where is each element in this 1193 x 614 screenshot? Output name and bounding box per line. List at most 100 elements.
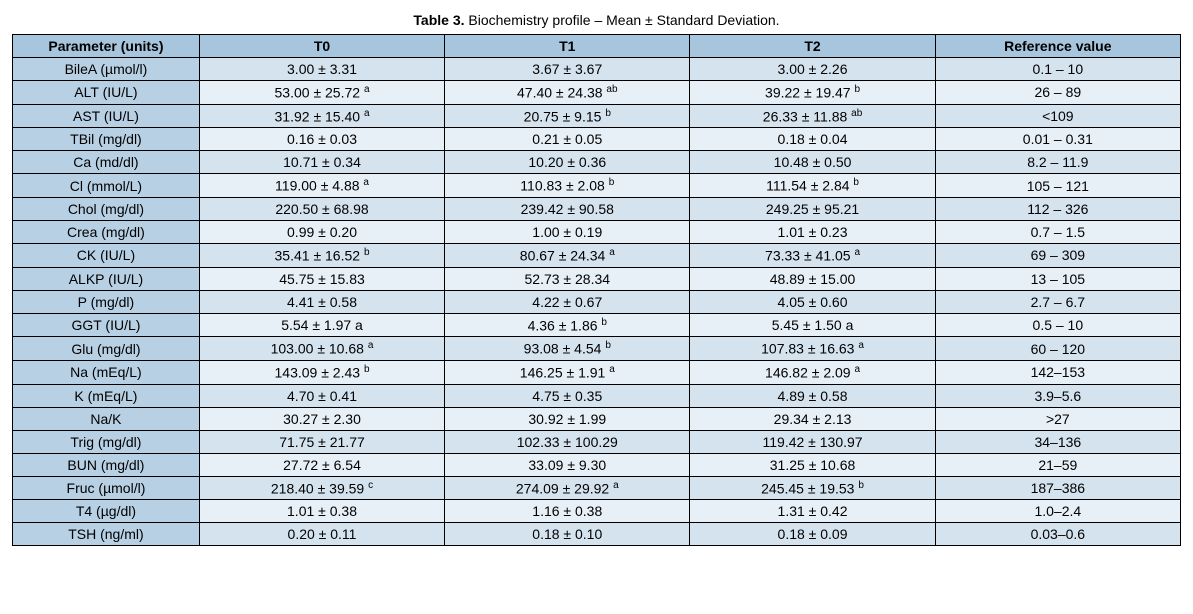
- cell-value: 146.82 ± 2.09: [765, 365, 851, 381]
- cell-value: 1.16 ± 0.38: [532, 503, 602, 519]
- table-cell: T4 (µg/dl): [13, 500, 200, 523]
- table-cell: 1.00 ± 0.19: [445, 220, 690, 243]
- cell-value: 39.22 ± 19.47: [765, 85, 851, 101]
- cell-value: 5.54 ± 1.97 a: [281, 317, 363, 333]
- cell-value: 0.16 ± 0.03: [287, 131, 357, 147]
- cell-value: 4.22 ± 0.67: [532, 294, 602, 310]
- table-cell: 47.40 ± 24.38 ab: [445, 81, 690, 105]
- cell-value: Crea (mg/dl): [67, 224, 145, 240]
- table-cell: 4.22 ± 0.67: [445, 290, 690, 313]
- cell-value: 60 – 120: [1031, 341, 1086, 357]
- table-row: T4 (µg/dl)1.01 ± 0.381.16 ± 0.381.31 ± 0…: [13, 500, 1181, 523]
- cell-value: T4 (µg/dl): [76, 503, 136, 519]
- cell-value: 0.20 ± 0.11: [288, 526, 357, 542]
- cell-value: ALT (IU/L): [74, 84, 137, 100]
- table-row: TSH (ng/ml)0.20 ± 0.110.18 ± 0.100.18 ± …: [13, 523, 1181, 546]
- cell-superscript: c: [368, 480, 373, 491]
- table-cell: 0.7 – 1.5: [935, 220, 1180, 243]
- table-row: AST (IU/L)31.92 ± 15.40 a20.75 ± 9.15 b2…: [13, 104, 1181, 128]
- table-cell: 52.73 ± 28.34: [445, 267, 690, 290]
- table-cell: 53.00 ± 25.72 a: [199, 81, 444, 105]
- cell-value: ALKP (IU/L): [69, 271, 143, 287]
- cell-value: 31.25 ± 10.68: [770, 457, 856, 473]
- table-cell: 4.05 ± 0.60: [690, 290, 935, 313]
- table-cell: 71.75 ± 21.77: [199, 430, 444, 453]
- cell-value: 73.33 ± 41.05: [765, 248, 851, 264]
- cell-value: 218.40 ± 39.59: [271, 480, 364, 496]
- cell-value: Na (mEq/L): [70, 364, 142, 380]
- cell-value: 110.83 ± 2.08: [520, 178, 605, 194]
- table-cell: 0.99 ± 0.20: [199, 220, 444, 243]
- table-cell: 0.18 ± 0.04: [690, 128, 935, 151]
- table-row: BileA (µmol/l)3.00 ± 3.313.67 ± 3.673.00…: [13, 58, 1181, 81]
- cell-value: K (mEq/L): [74, 388, 137, 404]
- cell-value: 10.20 ± 0.36: [528, 154, 606, 170]
- cell-superscript: b: [609, 177, 615, 188]
- table-cell: 45.75 ± 15.83: [199, 267, 444, 290]
- cell-superscript: a: [858, 340, 864, 351]
- cell-value: Trig (mg/dl): [70, 434, 141, 450]
- cell-value: 69 – 309: [1031, 247, 1086, 263]
- table-cell: TSH (ng/ml): [13, 523, 200, 546]
- cell-superscript: b: [854, 84, 860, 95]
- cell-superscript: a: [363, 177, 369, 188]
- cell-value: 26 – 89: [1034, 84, 1081, 100]
- cell-value: 111.54 ± 2.84: [766, 178, 849, 194]
- table-cell: 146.82 ± 2.09 a: [690, 360, 935, 384]
- cell-superscript: b: [364, 247, 370, 258]
- col-header: Parameter (units): [13, 35, 200, 58]
- cell-value: 245.45 ± 19.53: [761, 480, 854, 496]
- cell-superscript: a: [609, 364, 615, 375]
- cell-value: 48.89 ± 15.00: [770, 271, 856, 287]
- cell-value: 0.03–0.6: [1031, 526, 1086, 542]
- table-cell: 73.33 ± 41.05 a: [690, 243, 935, 267]
- cell-value: 1.01 ± 0.23: [778, 224, 848, 240]
- cell-superscript: b: [605, 108, 611, 119]
- table-cell: Glu (mg/dl): [13, 337, 200, 361]
- table-cell: 31.25 ± 10.68: [690, 453, 935, 476]
- table-cell: 112 – 326: [935, 197, 1180, 220]
- cell-value: 4.75 ± 0.35: [532, 388, 602, 404]
- cell-value: 0.99 ± 0.20: [287, 224, 357, 240]
- cell-value: 103.00 ± 10.68: [271, 341, 364, 357]
- cell-value: 1.00 ± 0.19: [532, 224, 602, 240]
- cell-superscript: ab: [606, 84, 617, 95]
- table-cell: BileA (µmol/l): [13, 58, 200, 81]
- col-header: T2: [690, 35, 935, 58]
- cell-value: Ca (md/dl): [73, 154, 138, 170]
- table-cell: ALKP (IU/L): [13, 267, 200, 290]
- cell-value: 239.42 ± 90.58: [521, 201, 614, 217]
- caption-prefix: Table 3.: [413, 12, 464, 28]
- cell-value: 3.67 ± 3.67: [532, 61, 602, 77]
- cell-value: 4.41 ± 0.58: [287, 294, 357, 310]
- table-cell: 1.16 ± 0.38: [445, 500, 690, 523]
- cell-value: 2.7 – 6.7: [1031, 294, 1086, 310]
- cell-value: 26.33 ± 11.88: [763, 108, 848, 124]
- cell-value: 105 – 121: [1027, 178, 1089, 194]
- table-header-row: Parameter (units)T0T1T2Reference value: [13, 35, 1181, 58]
- cell-value: BileA (µmol/l): [65, 61, 148, 77]
- cell-value: Na/K: [90, 411, 121, 427]
- table-cell: 60 – 120: [935, 337, 1180, 361]
- table-cell: 119.42 ± 130.97: [690, 430, 935, 453]
- table-cell: 2.7 – 6.7: [935, 290, 1180, 313]
- cell-value: 30.27 ± 2.30: [283, 411, 361, 427]
- table-cell: 30.92 ± 1.99: [445, 407, 690, 430]
- table-row: ALKP (IU/L) 45.75 ± 15.8352.73 ± 28.34 48.…: [13, 267, 1181, 290]
- table-cell: 0.5 – 10: [935, 313, 1180, 337]
- table-cell: 249.25 ± 95.21: [690, 197, 935, 220]
- table-cell: 13 – 105: [935, 267, 1180, 290]
- cell-value: 31.92 ± 15.40: [275, 108, 361, 124]
- cell-value: >27: [1046, 411, 1070, 427]
- table-cell: 107.83 ± 16.63 a: [690, 337, 935, 361]
- table-row: Na (mEq/L)143.09 ± 2.43 b146.25 ± 1.91 a…: [13, 360, 1181, 384]
- cell-value: 29.34 ± 2.13: [774, 411, 852, 427]
- table-cell: 29.34 ± 2.13: [690, 407, 935, 430]
- cell-superscript: b: [364, 364, 370, 375]
- table-cell: 93.08 ± 4.54 b: [445, 337, 690, 361]
- cell-superscript: a: [854, 364, 860, 375]
- cell-value: 13 – 105: [1031, 271, 1086, 287]
- table-cell: 0.20 ± 0.11: [199, 523, 444, 546]
- cell-superscript: a: [613, 480, 619, 491]
- cell-value: 102.33 ± 100.29: [517, 434, 618, 450]
